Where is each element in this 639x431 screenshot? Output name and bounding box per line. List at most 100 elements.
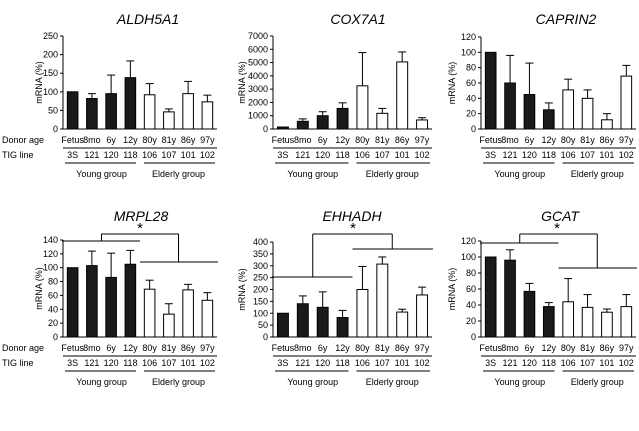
y-tick-label: 60 <box>48 290 58 300</box>
y-tick-label: 40 <box>466 300 476 310</box>
donor-age-tick-label: 6y <box>525 135 535 145</box>
tig-line-tick-label: 102 <box>619 150 634 160</box>
y-tick-label: 20 <box>466 109 476 119</box>
donor-age-tick-label: Fetus <box>272 343 295 353</box>
y-axis-label: mRNA (%) <box>34 267 44 310</box>
chart-panel-3: CAPRIN2 mRNA (%) 0 20 40 60 80 100 120 Fetus 3S 8mo… <box>447 11 636 179</box>
donor-age-tick-label: 86y <box>395 343 410 353</box>
chart-title: ALDH5A1 <box>116 11 179 27</box>
elderly-group-label: Elderly group <box>571 169 624 179</box>
bar <box>276 126 289 130</box>
tig-line-row-label: TIG line <box>2 150 34 160</box>
y-tick-label: 120 <box>461 32 476 42</box>
y-tick-label: 300 <box>253 261 268 271</box>
significance-star: * <box>554 220 560 237</box>
bar <box>484 51 497 130</box>
y-tick-label: 100 <box>461 47 476 57</box>
donor-age-tick-label: 80y <box>142 135 157 145</box>
donor-age-tick-label: 86y <box>395 135 410 145</box>
donor-age-tick-label: 86y <box>600 343 615 353</box>
y-tick-label: 100 <box>43 87 58 97</box>
tig-line-tick-label: 106 <box>355 358 370 368</box>
elderly-group-label: Elderly group <box>366 377 419 387</box>
tig-line-tick-label: 107 <box>580 358 595 368</box>
bar <box>163 111 175 130</box>
tig-line-tick-label: 121 <box>84 358 99 368</box>
y-axis-label: mRNA (%) <box>34 61 44 104</box>
tig-line-tick-label: 101 <box>395 358 410 368</box>
y-tick-label: 250 <box>253 273 268 283</box>
tig-line-tick-label: 107 <box>375 150 390 160</box>
donor-age-tick-label: 97y <box>619 343 634 353</box>
bar <box>523 290 536 338</box>
chart-title: CAPRIN2 <box>536 11 597 27</box>
donor-age-tick-label: 86y <box>181 135 196 145</box>
tig-line-tick-label: 3S <box>277 358 288 368</box>
bar <box>396 311 409 338</box>
tig-line-tick-label: 120 <box>104 358 119 368</box>
y-tick-label: 20 <box>48 318 58 328</box>
donor-age-tick-label: Fetus <box>61 343 84 353</box>
tig-line-tick-label: 3S <box>485 358 496 368</box>
y-tick-label: 1000 <box>248 111 268 121</box>
y-tick-label: 4000 <box>248 71 268 81</box>
y-tick-label: 120 <box>461 236 476 246</box>
donor-age-tick-label: 12y <box>123 135 138 145</box>
y-axis-label: mRNA (%) <box>447 62 457 105</box>
tig-line-tick-label: 121 <box>295 358 310 368</box>
donor-age-tick-label: 8mo <box>294 343 312 353</box>
donor-age-tick-label: 12y <box>335 343 350 353</box>
y-tick-label: 350 <box>253 249 268 259</box>
tig-line-tick-label: 120 <box>522 358 537 368</box>
y-tick-label: 5000 <box>248 58 268 68</box>
tig-line-tick-label: 121 <box>503 150 518 160</box>
donor-age-tick-label: Fetus <box>479 343 502 353</box>
bar <box>105 93 117 130</box>
y-tick-label: 400 <box>253 237 268 247</box>
tig-line-tick-label: 101 <box>181 150 196 160</box>
donor-age-row-label: Donor age <box>2 135 44 145</box>
elderly-group-label: Elderly group <box>366 169 419 179</box>
donor-age-tick-label: 81y <box>580 135 595 145</box>
y-tick-label: 150 <box>253 296 268 306</box>
tig-line-tick-label: 121 <box>84 150 99 160</box>
donor-age-tick-label: 12y <box>335 135 350 145</box>
bar <box>316 115 329 130</box>
donor-age-tick-label: Fetus <box>61 135 84 145</box>
bar <box>416 119 429 130</box>
tig-line-tick-label: 118 <box>335 150 349 160</box>
donor-age-tick-label: 86y <box>600 135 615 145</box>
y-tick-label: 6000 <box>248 44 268 54</box>
donor-age-tick-label: 81y <box>162 343 177 353</box>
y-axis-label: mRNA (%) <box>237 268 247 311</box>
significance-star: * <box>137 220 143 237</box>
tig-line-tick-label: 3S <box>67 150 78 160</box>
tig-line-tick-label: 118 <box>335 358 349 368</box>
donor-age-tick-label: 6y <box>318 135 328 145</box>
tig-line-tick-label: 102 <box>619 358 634 368</box>
y-tick-label: 100 <box>461 252 476 262</box>
donor-age-tick-label: 97y <box>619 135 634 145</box>
chart-panel-2: COX7A1 mRNA (%) 0 1000 2000 3000 4000 5000 6000 7… <box>237 11 432 179</box>
donor-age-tick-label: 81y <box>580 343 595 353</box>
bar <box>105 276 117 338</box>
y-tick-label: 150 <box>43 68 58 78</box>
tig-line-tick-label: 120 <box>104 150 119 160</box>
tig-line-tick-label: 121 <box>295 150 310 160</box>
bar <box>296 303 309 338</box>
tig-line-tick-label: 102 <box>415 358 430 368</box>
chart-panel-4: MRPL28 mRNA (%) 0 20 40 60 80 100 120 140 Donor ag… <box>2 208 218 387</box>
tig-line-tick-label: 3S <box>277 150 288 160</box>
y-tick-label: 0 <box>263 124 268 134</box>
donor-age-tick-label: 80y <box>561 135 576 145</box>
tig-line-tick-label: 107 <box>161 150 176 160</box>
tig-line-tick-label: 106 <box>561 150 576 160</box>
chart-panel-1: ALDH5A1 mRNA (%) 0 50 100 150 200 250 Donor age T… <box>2 11 217 179</box>
donor-age-tick-label: 8mo <box>83 343 101 353</box>
bar <box>542 109 555 130</box>
tig-line-tick-label: 118 <box>542 358 556 368</box>
tig-line-tick-label: 118 <box>123 150 137 160</box>
